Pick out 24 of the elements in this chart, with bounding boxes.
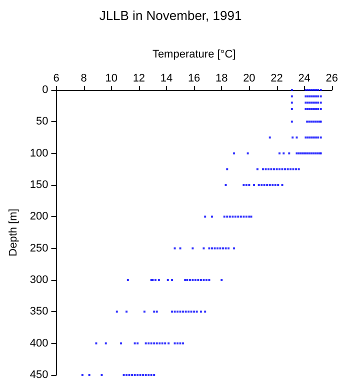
x-tick-label: 16 [188,72,200,84]
y-tick-label: 50 [36,116,48,128]
x-axis-title: Temperature [°C] [152,48,236,60]
x-tick-label: 12 [132,72,146,84]
y-tick-label: 0 [42,84,48,96]
chart-title: JLLB in November, 1991 [99,8,242,23]
x-tick-label: 18 [216,72,228,84]
y-tick-label: 300 [30,274,48,286]
x-tick-label: 14 [160,72,173,84]
y-tick-label: 400 [30,337,48,350]
x-tick-label: 26 [326,72,338,84]
y-tick-label: 250 [30,242,48,254]
y-tick-label: 350 [30,306,48,318]
x-tick-label: 6 [53,72,60,84]
y-axis-title: Depth [m] [8,208,20,256]
x-tick-label: 8 [80,72,87,84]
y-tick-label: 450 [30,369,48,381]
y-tick-label: 150 [30,179,48,191]
x-tick-label: 22 [270,72,283,84]
x-tick-label: 10 [105,72,118,84]
x-tick-label: 24 [298,72,310,84]
x-tick-label: 20 [243,72,256,84]
y-tick-label: 100 [30,147,48,160]
y-tick-label: 200 [30,210,48,223]
